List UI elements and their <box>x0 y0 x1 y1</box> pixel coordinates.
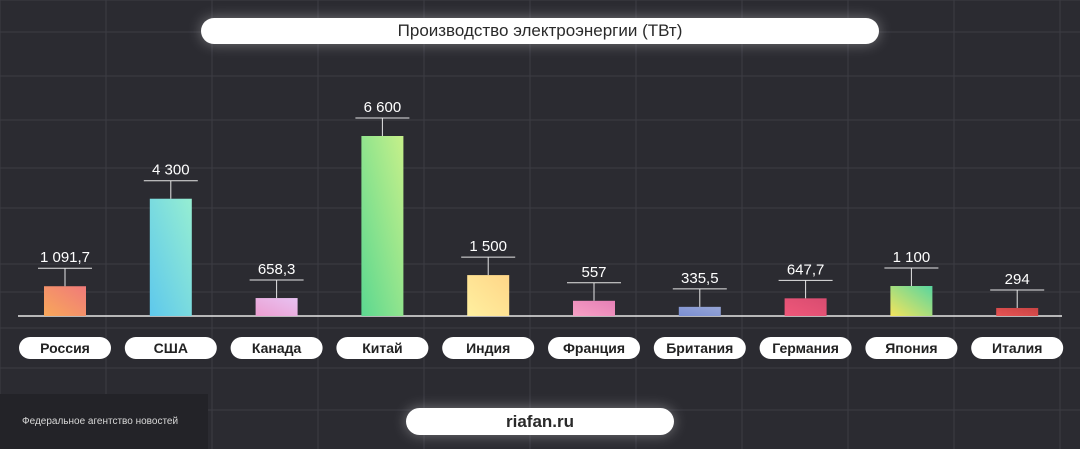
category-pill <box>19 337 111 359</box>
category-label: Китай <box>362 340 402 356</box>
bar-9 <box>996 307 1039 316</box>
category-label: США <box>154 340 188 356</box>
category-pill <box>759 337 852 359</box>
value-label: 4 300 <box>152 162 190 179</box>
category-label: Германия <box>772 340 839 356</box>
category-pill <box>442 337 535 359</box>
bar-8 <box>890 286 933 316</box>
category-label: Япония <box>885 340 937 356</box>
bar-2 <box>255 298 298 316</box>
bar-3 <box>361 136 404 316</box>
category-pill <box>124 337 217 359</box>
value-label: 647,7 <box>787 261 825 278</box>
bar-1 <box>149 198 192 316</box>
value-label: 335,5 <box>681 270 719 287</box>
value-label: 1 100 <box>893 249 931 266</box>
category-label: Канада <box>252 340 302 356</box>
category-label: Индия <box>466 340 510 356</box>
category-pill <box>653 337 746 359</box>
value-label: 1 500 <box>469 238 507 255</box>
category-label: Италия <box>992 340 1042 356</box>
watermark: Федеральное агентство новостей <box>0 394 208 449</box>
category-label: Британия <box>666 340 733 356</box>
category-pill <box>865 337 958 359</box>
bar-6 <box>678 306 721 316</box>
category-pill <box>230 337 323 359</box>
bar-7 <box>784 298 827 316</box>
value-label: 6 600 <box>364 99 402 116</box>
category-pill <box>336 337 429 359</box>
category-label: Россия <box>40 340 90 356</box>
bar-0 <box>44 286 86 316</box>
chart-title: Производство электроэнергии (ТВт) <box>201 18 879 44</box>
category-pill <box>548 337 640 359</box>
category-labels: Россия США Канада Китай Индия Франция Британия… <box>19 337 1064 359</box>
value-label: 557 <box>581 264 606 281</box>
category-pill <box>971 337 1064 359</box>
source-label[interactable]: riafan.ru <box>406 408 674 435</box>
value-label: 1 091,7 <box>40 249 90 266</box>
category-label: Франция <box>563 340 625 356</box>
bar-5 <box>573 300 615 316</box>
bar-4 <box>467 275 510 316</box>
value-label: 294 <box>1005 271 1030 288</box>
value-label: 658,3 <box>258 261 296 278</box>
bars: 1 091,7 4 300 658,3 6 600 1 500 557 335,5 647,7… <box>38 99 1045 316</box>
